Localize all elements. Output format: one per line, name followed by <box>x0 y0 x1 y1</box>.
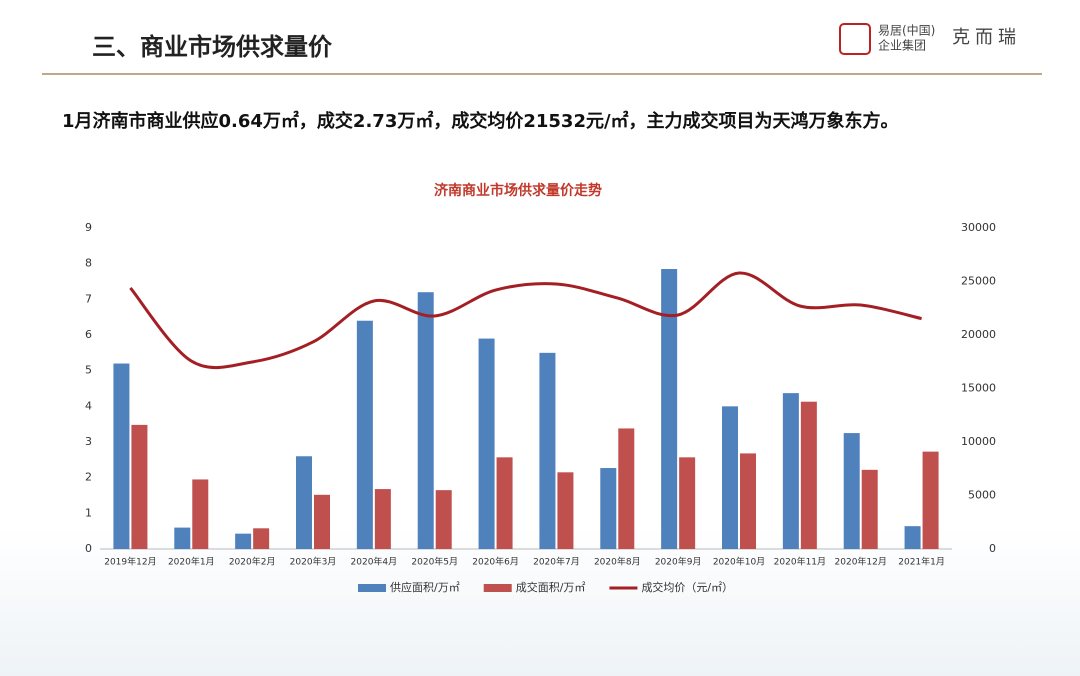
bar <box>374 489 391 549</box>
x-tick-label: 2020年5月 <box>411 556 458 568</box>
bar <box>174 527 191 549</box>
bar <box>922 451 939 549</box>
bar <box>478 338 495 549</box>
y-tick-label: 8 <box>85 257 92 270</box>
bar <box>253 528 270 549</box>
bar <box>740 453 756 549</box>
bar <box>356 320 373 549</box>
legend-label: 成交面积/万㎡ <box>516 580 586 594</box>
bar <box>661 269 678 549</box>
x-tick-label: 2020年11月 <box>774 556 826 568</box>
legend-swatch <box>358 584 386 592</box>
bar <box>861 469 878 549</box>
slide-title: 三、商业市场供求量价 <box>92 33 333 61</box>
bar <box>679 457 696 549</box>
logo-text: 企业集团 <box>878 38 926 53</box>
x-tick-label: 2021年1月 <box>898 556 945 568</box>
bar <box>618 428 635 549</box>
bar <box>782 393 799 549</box>
bar <box>539 352 556 549</box>
bar <box>600 468 617 549</box>
bar <box>496 457 513 549</box>
x-tick-label: 2020年10月 <box>713 556 765 568</box>
y2-tick-label: 10000 <box>961 435 996 448</box>
bar <box>235 533 252 549</box>
x-tick-label: 2020年3月 <box>290 556 337 568</box>
y2-tick-label: 20000 <box>961 328 996 341</box>
y-tick-label: 3 <box>85 435 92 448</box>
y-tick-label: 5 <box>85 364 92 377</box>
bar <box>314 494 330 549</box>
logo-text: 易居(中国) <box>878 23 935 38</box>
line <box>129 271 922 370</box>
y2-tick-label: 15000 <box>961 382 996 395</box>
legend-label: 成交均价（元/㎡） <box>641 580 733 594</box>
x-tick-label: 2020年8月 <box>594 556 641 568</box>
legend-label: 供应面积/万㎡ <box>390 580 460 594</box>
x-tick-label: 2020年6月 <box>472 556 519 568</box>
y-tick-label: 6 <box>85 328 92 341</box>
bar <box>417 292 434 549</box>
x-tick-label: 2020年2月 <box>229 556 276 568</box>
bar <box>435 490 452 549</box>
x-tick-label: 2020年9月 <box>655 556 702 568</box>
bar <box>192 479 209 549</box>
y-tick-label: 2 <box>85 471 92 484</box>
y2-tick-label: 30000 <box>961 221 996 234</box>
y2-tick-label: 5000 <box>968 489 996 502</box>
x-tick-label: 2020年1月 <box>168 556 215 568</box>
bar <box>557 472 574 549</box>
bar <box>904 526 921 549</box>
y2-tick-label: 0 <box>989 542 996 555</box>
bar <box>113 363 130 549</box>
x-tick-label: 2019年12月 <box>104 556 156 568</box>
x-tick-label: 2020年12月 <box>835 556 887 568</box>
bar <box>131 424 148 549</box>
bar <box>296 456 312 549</box>
bar <box>800 401 817 549</box>
legend-swatch <box>483 584 512 592</box>
logo-icon <box>839 23 871 55</box>
y-tick-label: 0 <box>85 542 92 555</box>
bar <box>722 406 738 549</box>
bar <box>843 433 860 549</box>
y-tick-label: 9 <box>85 221 92 234</box>
x-tick-label: 2020年4月 <box>351 556 398 568</box>
y-tick-label: 4 <box>85 399 92 412</box>
y-tick-label: 1 <box>85 506 92 519</box>
y2-tick-label: 25000 <box>961 275 996 288</box>
y-tick-label: 7 <box>85 292 92 305</box>
summary: 1月济南市商业供应0.64万㎡，成交2.73万㎡，成交均价21532元/㎡，主力… <box>62 110 899 132</box>
x-tick-label: 2020年7月 <box>533 556 580 568</box>
logo-text: 克而瑞 <box>952 27 1021 48</box>
chart-title: 济南商业市场供求量价走势 <box>434 182 602 199</box>
